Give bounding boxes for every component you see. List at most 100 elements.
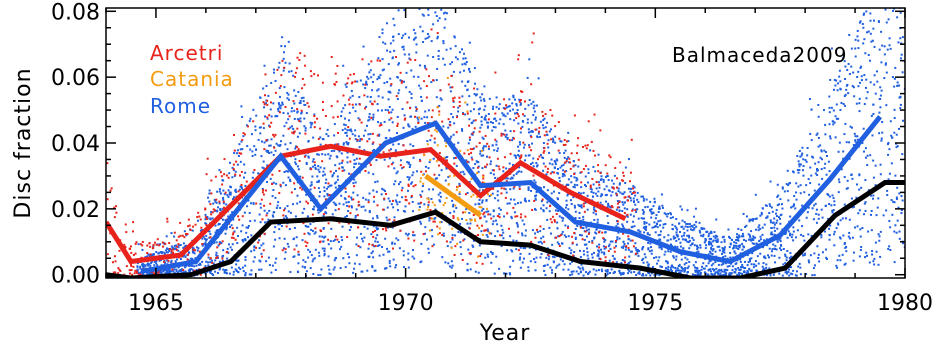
scatter-point: [851, 85, 854, 88]
scatter-point: [437, 55, 440, 58]
scatter-point: [648, 250, 651, 253]
scatter-point: [881, 44, 884, 47]
scatter-point: [561, 175, 564, 178]
scatter-point: [594, 192, 597, 195]
scatter-point: [756, 255, 759, 258]
scatter-point: [434, 177, 437, 180]
scatter-point: [321, 247, 324, 250]
scatter-point: [592, 191, 595, 194]
scatter-point: [856, 29, 859, 32]
scatter-point: [520, 156, 523, 159]
scatter-point: [693, 227, 696, 230]
scatter-point: [866, 164, 869, 167]
scatter-point: [694, 207, 697, 210]
scatter-point: [263, 64, 266, 67]
scatter-point: [164, 272, 167, 275]
scatter-point: [681, 238, 684, 241]
scatter-point: [358, 157, 361, 160]
scatter-point: [833, 78, 836, 81]
scatter-point: [583, 238, 586, 241]
scatter-point: [416, 0, 418, 2]
scatter-point: [215, 229, 218, 232]
scatter-point: [353, 185, 356, 188]
scatter-point: [810, 174, 813, 177]
scatter-point: [158, 251, 161, 254]
scatter-point: [139, 273, 142, 276]
scatter-point: [348, 103, 351, 106]
scatter-point: [348, 137, 351, 140]
scatter-point: [251, 176, 254, 179]
scatter-point: [310, 183, 313, 186]
scatter-point: [857, 212, 860, 215]
scatter-point: [785, 231, 788, 234]
scatter-point: [688, 247, 691, 250]
scatter-point: [232, 196, 235, 199]
scatter-point: [384, 108, 387, 111]
scatter-point: [500, 187, 503, 190]
scatter-point: [494, 219, 497, 222]
scatter-point: [496, 223, 499, 226]
scatter-point: [616, 200, 619, 203]
scatter-point: [642, 212, 645, 215]
scatter-point: [554, 135, 557, 138]
scatter-point: [464, 113, 467, 116]
scatter-point: [737, 267, 740, 270]
scatter-point: [461, 63, 464, 66]
scatter-point: [568, 157, 571, 160]
scatter-point: [713, 272, 716, 275]
scatter-point: [490, 250, 493, 253]
scatter-point: [179, 244, 182, 247]
scatter-point: [346, 156, 349, 159]
scatter-point: [307, 156, 310, 159]
scatter-point: [331, 175, 334, 178]
scatter-point: [832, 209, 835, 212]
scatter-point: [150, 260, 153, 263]
scatter-point: [751, 238, 754, 241]
scatter-point: [877, 233, 880, 236]
scatter-point: [314, 166, 317, 169]
scatter-point: [323, 186, 326, 189]
scatter-point: [854, 226, 857, 229]
scatter-point: [604, 194, 607, 197]
scatter-point: [357, 135, 360, 138]
scatter-point: [198, 250, 201, 253]
scatter-point: [407, 237, 410, 240]
scatter-point: [514, 203, 517, 206]
scatter-point: [322, 227, 325, 230]
scatter-point: [835, 117, 838, 120]
scatter-point: [471, 132, 474, 135]
scatter-point: [254, 129, 257, 132]
scatter-point: [175, 270, 178, 273]
scatter-point: [602, 237, 605, 240]
scatter-point: [509, 130, 512, 133]
scatter-point: [650, 212, 653, 215]
scatter-point: [848, 231, 851, 234]
scatter-point: [779, 214, 782, 217]
scatter-point: [530, 163, 533, 166]
scatter-point: [838, 141, 841, 144]
scatter-point: [776, 195, 779, 198]
scatter-point: [346, 82, 349, 85]
scatter-point: [142, 263, 145, 266]
scatter-point: [205, 239, 208, 242]
scatter-point: [616, 220, 619, 223]
scatter-point: [423, 80, 426, 83]
scatter-point: [485, 229, 488, 232]
scatter-point: [844, 78, 847, 81]
scatter-point: [551, 271, 554, 274]
scatter-point: [597, 249, 600, 252]
scatter-point: [486, 121, 489, 124]
scatter-point: [559, 140, 562, 143]
scatter-point: [581, 238, 584, 241]
scatter-point: [190, 268, 193, 271]
scatter-point: [240, 230, 243, 233]
scatter-point: [752, 235, 755, 238]
scatter-point: [901, 199, 904, 202]
scatter-point: [489, 160, 492, 163]
scatter-point: [707, 235, 710, 238]
scatter-point: [220, 175, 223, 178]
scatter-point: [209, 257, 212, 260]
scatter-point: [628, 195, 631, 198]
scatter-point: [548, 255, 551, 258]
scatter-point: [697, 250, 700, 253]
